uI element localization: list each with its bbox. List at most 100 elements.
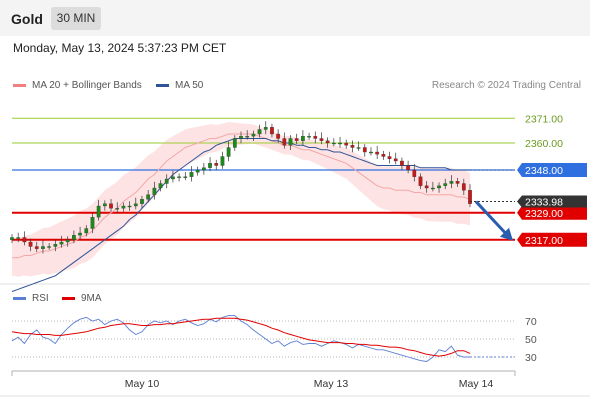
candle-body (53, 244, 58, 247)
candle-body (28, 241, 33, 247)
candle-body (232, 138, 237, 148)
candle-body (34, 246, 39, 249)
rsi-ma-line (11, 317, 471, 357)
candle-body (195, 169, 200, 173)
level-tag-2 (517, 163, 587, 177)
candle-body (338, 142, 342, 145)
candle-body (393, 158, 398, 162)
candle-body (59, 241, 64, 245)
rsi-swatch (13, 297, 26, 300)
x-tick-label-1: May 13 (314, 378, 349, 390)
candle-body (158, 183, 163, 189)
level-tag-3 (517, 205, 587, 220)
candle-body (133, 203, 138, 207)
rsi-line (11, 315, 470, 362)
level-label-0: 2371.00 (525, 113, 563, 125)
candle-body (152, 187, 157, 195)
legend-ma50-label: MA 50 (175, 80, 204, 91)
legend-ma20: MA 20 + Bollinger Bands (13, 80, 142, 91)
timeframe-button[interactable]: 30 MIN (51, 7, 101, 30)
candle-body (245, 136, 250, 138)
candle-body (282, 138, 287, 146)
candle-body (449, 181, 454, 184)
forecast-arrow-head (500, 227, 513, 241)
candle-body (84, 228, 89, 234)
candle-body (418, 176, 423, 186)
candle-body (307, 136, 311, 138)
rsi-level-label-1: 50 (525, 334, 537, 346)
ma50-swatch (156, 84, 169, 87)
candle-body (41, 246, 45, 249)
instrument-title: Gold (11, 11, 43, 27)
candle-body (468, 190, 472, 204)
candle-body (96, 205, 101, 218)
candle-body (72, 235, 76, 240)
candle-body (109, 203, 113, 209)
level-label-3: 2329.00 (525, 208, 563, 220)
candle-body (220, 156, 225, 166)
candle-body (226, 147, 231, 157)
candle-body (16, 237, 21, 239)
legend-ma50: MA 50 (156, 80, 203, 91)
x-tick-label-0: May 10 (125, 378, 160, 390)
header-bar: Gold 30 MIN (0, 0, 590, 36)
x-tick-label-2: May 14 (459, 378, 494, 390)
candle-body (381, 154, 386, 157)
candle-body (202, 167, 206, 171)
candle-body (356, 147, 361, 149)
candle-body (431, 187, 435, 190)
last-price-tag (517, 195, 587, 208)
candle-body (276, 133, 280, 139)
candle-body (22, 237, 27, 243)
candle-body (121, 205, 126, 209)
rsi-level-label-2: 30 (525, 352, 537, 364)
candle-body (10, 237, 14, 240)
candle-body (251, 133, 256, 137)
candle-body (189, 172, 194, 177)
candle-body (47, 246, 51, 248)
candle-body (400, 160, 404, 166)
legend-9ma: 9MA (62, 293, 102, 304)
candle-body (344, 142, 349, 146)
level-tag-4 (517, 232, 587, 247)
candle-body (214, 163, 219, 166)
candle-body (127, 205, 132, 208)
candle-body (424, 185, 429, 189)
candle-body (270, 127, 274, 135)
candle-body (102, 203, 107, 207)
candle-body (294, 138, 299, 141)
candle-body (78, 232, 82, 236)
candle-body (301, 136, 305, 141)
ma20-swatch (13, 84, 26, 87)
candle-body (319, 138, 324, 141)
last-price-label: 2333.98 (525, 197, 563, 209)
candle-body (239, 136, 243, 139)
candle-body (177, 176, 181, 178)
candle-body (461, 183, 466, 191)
candle-body (325, 140, 330, 144)
candle-body (115, 208, 120, 210)
credit-text: Research © 2024 Trading Central (431, 80, 581, 91)
level-label-1: 2360.00 (525, 138, 563, 150)
level-label-4: 2317.00 (525, 235, 563, 247)
candle-body (146, 194, 151, 200)
candle-body (350, 145, 355, 148)
candle-body (288, 138, 293, 146)
candle-body (171, 176, 175, 180)
candle-body (208, 163, 212, 168)
candle-body (263, 127, 268, 130)
candle-body (65, 239, 70, 243)
candle-body (387, 156, 392, 159)
candle-body (313, 136, 318, 139)
candle-body (412, 169, 417, 177)
forecast-arrow (474, 200, 508, 235)
bollinger-band (12, 122, 470, 277)
candle-body (164, 178, 169, 184)
candle-body (443, 183, 448, 186)
timestamp: Monday, May 13, 2024 5:37:23 PM CET (13, 41, 227, 55)
legend-9ma-label: 9MA (81, 293, 102, 304)
candle-body (183, 176, 188, 178)
candle-body (437, 185, 441, 189)
